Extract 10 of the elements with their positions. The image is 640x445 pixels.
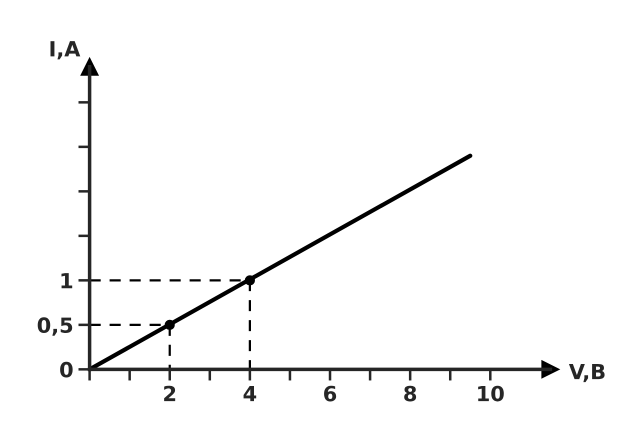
- x-tick-label: 6: [324, 386, 336, 402]
- y-axis-title: I,A: [50, 41, 80, 60]
- x-tick-label: 2: [164, 386, 176, 402]
- y-tick-label: 0: [60, 362, 73, 378]
- y-tick-label: 1: [61, 273, 72, 288]
- x-tick-label: 10: [478, 386, 504, 402]
- x-axis-title: V,B: [568, 364, 605, 382]
- x-tick-label: 4: [244, 386, 256, 402]
- y-tick-label: 0,5: [38, 317, 72, 336]
- x-tick-label: 8: [404, 386, 416, 402]
